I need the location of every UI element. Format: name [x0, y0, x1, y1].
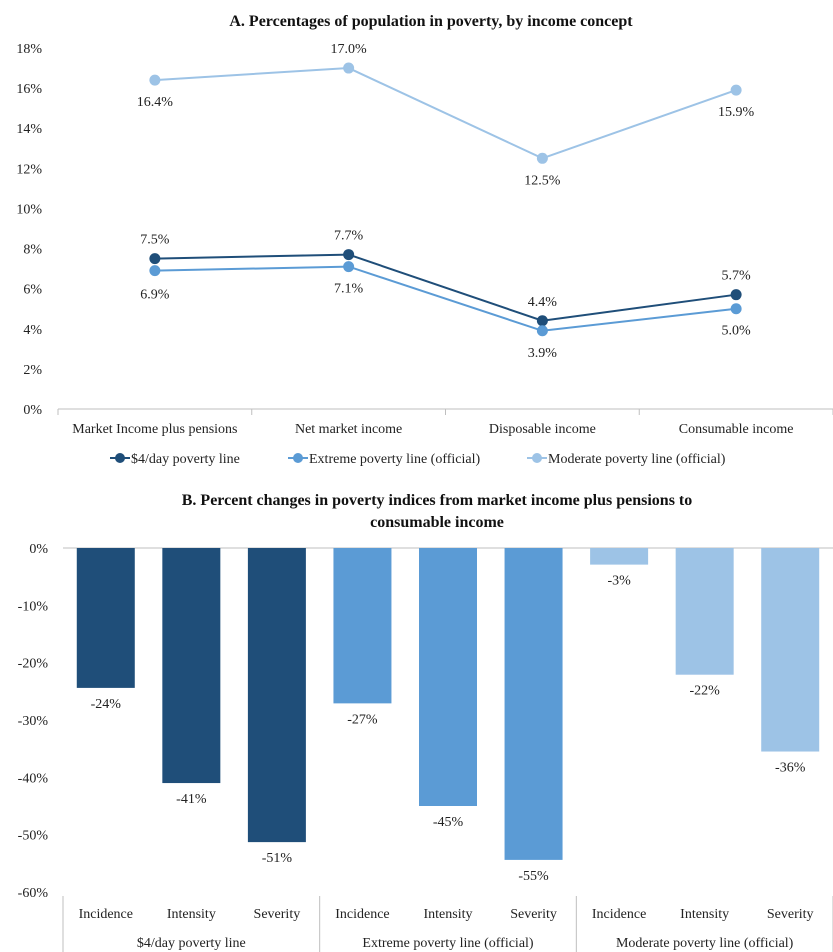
chart-a-data-point: [536, 325, 548, 337]
chart-b-category-label: Incidence: [79, 907, 133, 922]
chart-a-y-tick: 8%: [23, 243, 42, 258]
chart-b-group-label: Moderate poverty line (official): [616, 936, 794, 951]
chart-a-data-point: [149, 74, 161, 86]
chart-b-data-label: -22%: [690, 684, 721, 699]
chart-b-category-label: Intensity: [424, 907, 473, 922]
chart-b-category-label: Intensity: [680, 907, 729, 922]
chart-a-legend-label: Moderate poverty line (official): [548, 452, 726, 467]
chart-b-title: consumable income: [370, 514, 504, 531]
chart-b-data-label: -45%: [433, 815, 464, 830]
chart-b-data-label: -55%: [518, 869, 549, 884]
chart-b-bar: [162, 548, 221, 784]
chart-b-bar: [504, 548, 563, 860]
chart-a-y-tick: 4%: [23, 323, 42, 338]
chart-b-group-label: $4/day poverty line: [137, 936, 246, 951]
chart-b-data-label: -51%: [262, 851, 293, 866]
chart-a-data-point: [536, 315, 548, 327]
chart-a-data-point: [730, 84, 742, 96]
chart-b-data-label: -36%: [775, 761, 806, 776]
chart-b-category-label: Incidence: [592, 907, 646, 922]
chart-a-legend-label: $4/day poverty line: [131, 452, 240, 467]
chart-a-data-label: 7.5%: [140, 233, 170, 248]
chart-a-y-tick: 6%: [23, 283, 42, 298]
chart-b-y-tick: -60%: [18, 886, 49, 901]
chart-a-data-label: 17.0%: [331, 42, 368, 57]
chart-a-data-point: [730, 289, 742, 301]
chart-a-y-tick: 12%: [16, 162, 42, 177]
chart-a-y-tick: 14%: [16, 122, 42, 137]
chart-a-category-label: Market Income plus pensions: [72, 422, 237, 437]
chart-a-data-label: 4.4%: [528, 295, 558, 310]
chart-b-group-label: Extreme poverty line (official): [362, 936, 534, 951]
chart-b-data-label: -24%: [91, 697, 122, 712]
chart-b-bar: [247, 548, 306, 843]
chart-a-data-label: 7.1%: [334, 282, 364, 297]
chart-b-y-tick: -10%: [18, 599, 49, 614]
chart-a-data-point: [343, 261, 355, 273]
chart-a-data-label: 6.9%: [140, 288, 170, 303]
chart-a-data-point: [343, 62, 355, 74]
chart-a-data-label: 15.9%: [718, 105, 755, 120]
chart-a-category-label: Disposable income: [489, 422, 596, 437]
chart-a-y-tick: 18%: [16, 42, 42, 57]
chart-b-data-label: -3%: [607, 574, 631, 589]
chart-b-bar: [590, 548, 649, 565]
chart-b-y-tick: 0%: [29, 542, 48, 557]
chart-b-category-label: Severity: [510, 907, 557, 922]
chart-a-data-point: [343, 249, 355, 261]
chart-a-y-tick: 16%: [16, 82, 42, 97]
chart-b-category-label: Intensity: [167, 907, 216, 922]
chart-a-title: A. Percentages of population in poverty,…: [229, 13, 633, 30]
chart-a-legend-marker: [532, 453, 542, 463]
chart-b-bar: [761, 548, 820, 752]
chart-a-legend-label: Extreme poverty line (official): [309, 452, 481, 467]
chart-a-data-point: [730, 303, 742, 315]
chart-b-y-tick: -50%: [18, 829, 49, 844]
chart-a-category-label: Consumable income: [679, 422, 794, 437]
chart-b-title: B. Percent changes in poverty indices fr…: [182, 492, 693, 509]
chart-a-data-point: [536, 152, 548, 164]
chart-a-series-line: [154, 67, 737, 160]
chart-b-bar: [333, 548, 392, 704]
chart-a-series-line: [154, 265, 737, 332]
chart-a-data-label: 5.0%: [722, 324, 752, 339]
chart-a-data-label: 12.5%: [524, 173, 561, 188]
chart-b-category-label: Incidence: [335, 907, 389, 922]
chart-a-legend-marker: [115, 453, 125, 463]
chart-a-data-point: [149, 265, 161, 277]
chart-a-data-point: [149, 253, 161, 265]
chart-b-data-label: -27%: [347, 712, 378, 727]
chart-a-series-line: [154, 253, 737, 322]
chart-b-category-label: Severity: [254, 907, 301, 922]
chart-b-y-tick: -30%: [18, 714, 49, 729]
chart-b-data-label: -41%: [176, 792, 207, 807]
chart-a-data-label: 7.7%: [334, 229, 364, 244]
chart-b-bar: [675, 548, 734, 675]
chart-b-y-tick: -20%: [18, 657, 49, 672]
chart-a-legend-marker: [293, 453, 303, 463]
chart-b-bar: [76, 548, 135, 688]
chart-a-data-label: 16.4%: [137, 95, 174, 110]
chart-a-category-label: Net market income: [295, 422, 402, 437]
chart-a-y-tick: 0%: [23, 403, 42, 418]
chart-a-y-tick: 10%: [16, 202, 42, 217]
chart-b-bar: [419, 548, 477, 806]
chart-b-y-tick: -40%: [18, 771, 49, 786]
chart-a-y-tick: 2%: [23, 363, 42, 378]
chart-a-data-label: 3.9%: [528, 346, 558, 361]
chart-b-category-label: Severity: [767, 907, 814, 922]
chart-a-data-label: 5.7%: [722, 269, 752, 284]
